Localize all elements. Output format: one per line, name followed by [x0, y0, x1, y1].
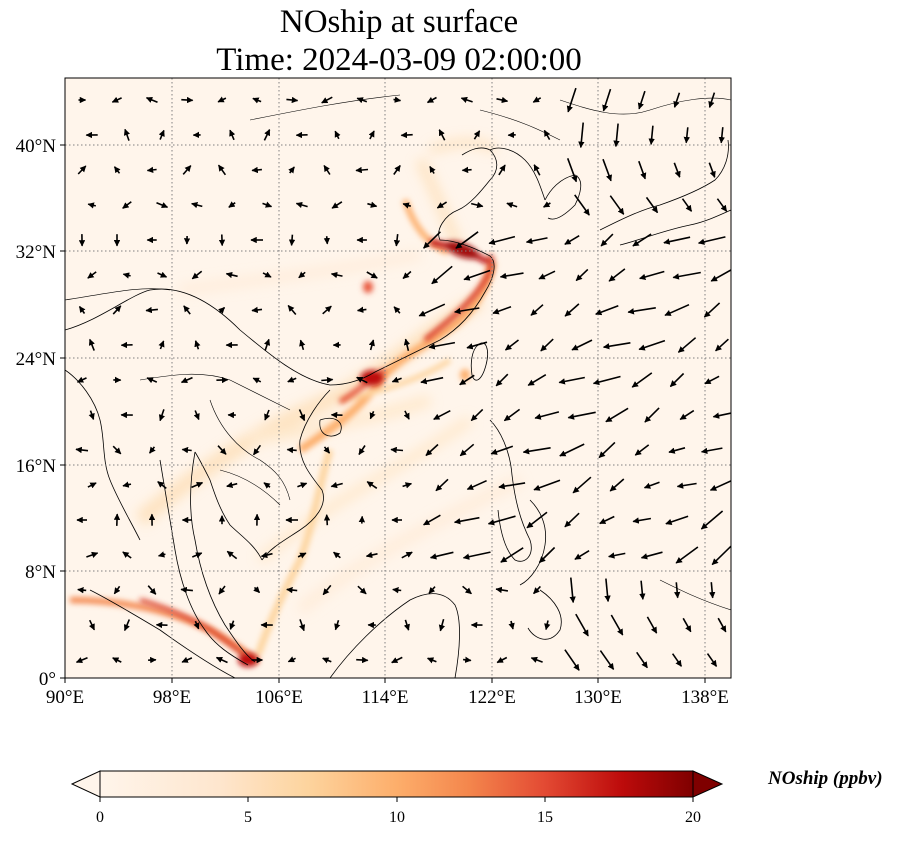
colorbar-extend-max [693, 771, 722, 797]
wind-arrow [463, 660, 471, 661]
lat-tick-label: 40°N [16, 136, 57, 157]
wind-arrow [292, 235, 293, 246]
wind-arrow [252, 170, 262, 171]
lon-tick-label: 138°E [681, 687, 729, 708]
wind-arrow [391, 450, 403, 451]
wind-arrow [327, 515, 328, 525]
lon-tick-label: 90°E [46, 687, 84, 708]
lat-tick-label: 32°N [16, 242, 57, 263]
lon-tick-label: 114°E [362, 687, 409, 708]
lat-tick-label: 0° [39, 669, 56, 690]
colorbar-tick-label: 5 [244, 809, 252, 826]
lon-tick-label: 122°E [468, 687, 516, 708]
wind-arrow [78, 590, 86, 591]
wind-arrow [327, 236, 328, 244]
wind-arrow [147, 170, 156, 171]
lon-tick-label: 98°E [153, 687, 191, 708]
wind-arrow [393, 590, 401, 591]
lat-tick-label: 16°N [16, 456, 57, 477]
lon-tick-label: 130°E [574, 687, 622, 708]
wind-arrow [321, 380, 332, 381]
colorbar-tick-label: 15 [537, 809, 553, 826]
lat-tick-label: 8°N [25, 562, 56, 583]
wind-arrow [181, 100, 192, 101]
colorbar: 0 5 10 15 20 [72, 771, 722, 826]
colorbar-label: NOship (ppbv) [768, 768, 883, 790]
lon-tick-label: 106°E [255, 687, 303, 708]
colorbar-extend-min [72, 771, 100, 797]
colorbar-gradient [100, 771, 693, 797]
wind-arrow [356, 170, 368, 171]
wind-arrow [287, 450, 296, 451]
lat-tick-label: 24°N [16, 349, 57, 370]
colorbar-tick-label: 20 [685, 809, 701, 826]
colorbar-tick-label: 10 [389, 809, 405, 826]
colorbar-tick-label: 0 [96, 809, 104, 826]
wind-arrow [401, 135, 412, 136]
wind-arrow [462, 170, 471, 171]
wind-arrow [356, 660, 368, 661]
wind-arrow [182, 450, 191, 451]
